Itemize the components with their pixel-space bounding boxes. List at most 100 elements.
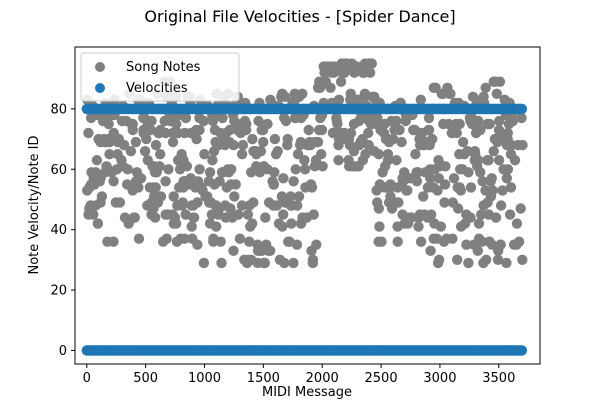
song-note-point [443, 118, 454, 130]
song-note-point [154, 161, 165, 172]
song-note-point [402, 185, 413, 196]
song-note-point [214, 176, 225, 187]
song-note-point [316, 124, 328, 136]
song-note-point [366, 58, 377, 69]
song-note-point [472, 155, 484, 166]
song-note-point [363, 127, 374, 139]
song-note-point [204, 167, 216, 178]
song-note-point [186, 221, 197, 232]
song-note-point [333, 94, 345, 106]
song-note-point [445, 88, 456, 100]
song-note-point [244, 236, 255, 247]
song-note-point [425, 245, 436, 256]
song-note-point [477, 236, 488, 247]
song-note-point [325, 82, 336, 94]
song-note-point [307, 257, 318, 269]
legend-label-song-notes: Song Notes [126, 60, 201, 75]
song-note-point [502, 164, 514, 175]
x-tick-label: 500 [133, 371, 158, 386]
song-note-point [234, 233, 246, 244]
song-note-point [181, 161, 193, 172]
song-note-point [439, 197, 450, 208]
song-note-point [517, 139, 528, 151]
song-note-point [415, 236, 427, 247]
song-note-point [488, 146, 499, 157]
song-note-point [382, 149, 394, 160]
song-note-point [260, 212, 271, 223]
song-note-point [130, 136, 142, 148]
song-note-point [129, 212, 140, 223]
song-note-point [198, 257, 210, 269]
song-note-point [345, 127, 357, 139]
song-note-point [247, 218, 258, 229]
song-note-point [457, 136, 469, 148]
song-note-point [236, 200, 248, 211]
song-note-point [439, 179, 451, 190]
song-note-point [198, 115, 209, 127]
song-note-point [279, 257, 290, 269]
song-note-point [104, 149, 115, 160]
song-note-point [108, 176, 119, 187]
song-note-point [133, 182, 144, 193]
song-note-point [88, 209, 99, 220]
song-note-point [373, 203, 384, 214]
song-note-point [418, 191, 429, 202]
song-note-point [177, 197, 188, 208]
song-note-point [224, 124, 235, 136]
velocities-series [81, 103, 528, 356]
song-note-point [433, 254, 445, 265]
x-tick-label: 3500 [482, 371, 515, 386]
song-note-point [359, 91, 370, 103]
x-tick-label: 2000 [306, 371, 339, 386]
song-note-point [269, 167, 280, 178]
song-note-point [391, 115, 402, 127]
song-note-point [268, 179, 279, 190]
song-note-point [425, 173, 436, 184]
song-note-point [505, 182, 517, 193]
x-tick-label: 0 [83, 371, 91, 386]
song-note-point [241, 118, 252, 130]
song-note-point [364, 67, 376, 78]
song-note-point [288, 257, 299, 269]
song-note-point [308, 209, 319, 220]
song-note-point [146, 115, 157, 127]
song-note-point [160, 127, 171, 139]
legend-marker-song-notes [95, 62, 105, 72]
legend: Song Notes Velocities [80, 52, 240, 102]
song-note-point [228, 139, 239, 151]
song-note-point [448, 173, 460, 184]
song-note-point [502, 127, 513, 139]
song-note-point [513, 236, 525, 247]
x-tick-label: 3000 [423, 371, 456, 386]
song-note-point [285, 191, 296, 202]
song-note-point [360, 149, 371, 160]
song-note-point [331, 115, 343, 127]
y-tick-label: 0 [59, 344, 67, 359]
plot-frame [74, 46, 541, 365]
song-note-point [306, 182, 318, 193]
song-note-point [410, 149, 421, 160]
song-note-point [217, 112, 228, 124]
song-note-point [452, 203, 464, 214]
song-note-point [484, 118, 495, 130]
song-note-point [155, 149, 166, 160]
song-note-point [491, 88, 502, 100]
song-note-point [509, 155, 521, 166]
song-note-point [259, 257, 270, 269]
song-note-point [286, 218, 297, 229]
song-note-point [208, 236, 219, 247]
song-note-point [83, 127, 94, 139]
song-note-point [391, 155, 402, 166]
song-note-point [413, 221, 424, 232]
y-tick-label: 60 [50, 163, 67, 178]
song-note-point [481, 254, 492, 265]
song-note-point [333, 155, 344, 166]
song-note-point [253, 115, 264, 127]
song-note-point [141, 133, 152, 145]
song-note-point [426, 209, 437, 220]
song-note-point [258, 136, 269, 148]
song-note-point [96, 191, 108, 202]
song-note-point [150, 182, 161, 193]
velocity-point [516, 103, 528, 115]
